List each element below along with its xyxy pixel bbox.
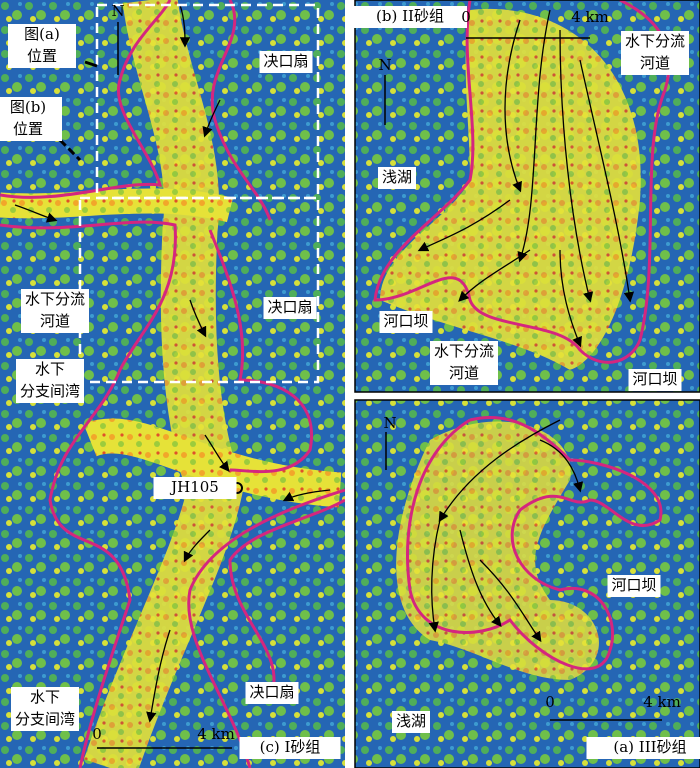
label-bg — [430, 341, 498, 385]
label-bg — [379, 311, 433, 333]
map-label: 河口坝 — [632, 370, 677, 388]
label-bg — [239, 737, 341, 759]
scale-length: 4 km — [643, 693, 681, 711]
map-label: 位置 — [13, 120, 43, 138]
label-bg — [607, 575, 661, 597]
label-bg — [392, 711, 430, 733]
map-label: 河道 — [640, 54, 670, 72]
map-label: 分支间湾 — [20, 382, 80, 400]
label-bg — [586, 737, 700, 759]
map-label: 水下 — [35, 360, 65, 378]
label-bg — [263, 297, 317, 319]
scale-zero: 0 — [545, 693, 555, 711]
panel-caption: (a) III砂组 — [613, 738, 686, 756]
label-bg — [0, 97, 62, 141]
north-arrow-label: N — [378, 56, 391, 74]
map-label: 河道 — [40, 312, 70, 330]
scale-length: 4 km — [571, 8, 609, 26]
label-bg — [353, 6, 467, 28]
map-label: 分支间湾 — [15, 710, 75, 728]
label-bg — [16, 359, 84, 403]
map-label: 河口坝 — [383, 312, 428, 330]
label-bg — [21, 289, 89, 333]
scale-length: 4 km — [197, 725, 235, 743]
label-bg — [378, 167, 416, 189]
north-arrow-label: N — [111, 2, 124, 20]
label-bg — [259, 51, 313, 73]
map-label: 浅湖 — [396, 712, 426, 730]
map-label: 河口坝 — [611, 576, 656, 594]
map-label: 水下 — [30, 688, 60, 706]
panel-caption: (b) II砂组 — [376, 7, 444, 25]
scale-zero: 0 — [461, 8, 471, 26]
map-label: 水下分流 — [434, 342, 494, 360]
map-label: 浅湖 — [382, 168, 412, 186]
north-arrow-label: N — [383, 414, 396, 432]
label-bg — [8, 24, 76, 68]
map-label: 水下分流 — [625, 32, 685, 50]
map-label: 决口扇 — [249, 683, 294, 701]
map-label: 决口扇 — [267, 298, 312, 316]
label-bg — [11, 687, 79, 731]
map-label: 河道 — [449, 364, 479, 382]
label-bg — [153, 477, 237, 499]
map-label: 图(a) — [24, 25, 60, 43]
panel-caption: (c) I砂组 — [260, 738, 321, 756]
label-bg — [628, 369, 682, 391]
label-bg — [245, 682, 299, 704]
map-label: 位置 — [27, 47, 57, 65]
map-label: 水下分流 — [25, 290, 85, 308]
scale-zero: 0 — [92, 725, 102, 743]
map-label: 决口扇 — [263, 52, 308, 70]
label-bg — [621, 31, 689, 75]
map-label: JH105 — [169, 478, 219, 496]
map-label: 图(b) — [10, 98, 46, 116]
